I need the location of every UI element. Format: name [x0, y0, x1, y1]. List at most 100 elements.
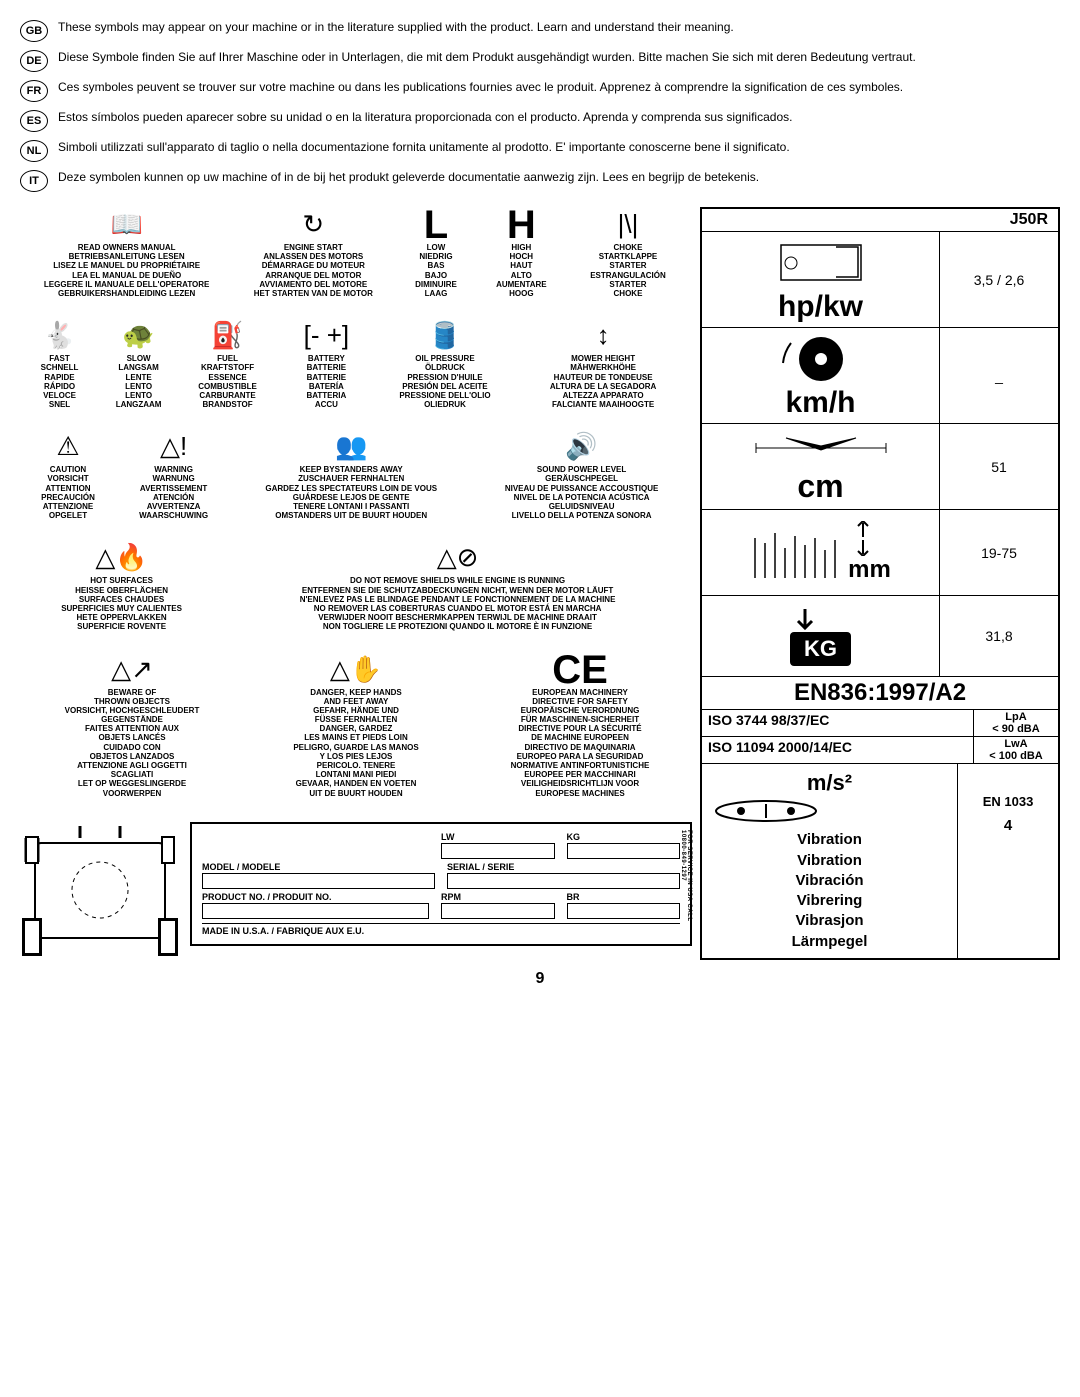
symbol-label: CAUTION — [20, 465, 116, 474]
symbol-icon: △✋ — [244, 652, 468, 688]
symbol-cell: 🛢️OIL PRESSUREÖLDRUCKPRESSION D'HUILEPRE… — [376, 318, 514, 409]
symbol-label: OLIEDRUK — [376, 400, 514, 409]
symbol-label: AVVIAMENTO DEL MOTORE — [233, 280, 393, 289]
symbol-label: LONTANI MANI PIEDI — [244, 770, 468, 779]
symbol-label: EUROPEE PER MACCHINARI — [468, 770, 692, 779]
symbol-label: FÜSSE FERNHALTEN — [244, 715, 468, 724]
lang-row: ITDeze symbolen kunnen op uw machine of … — [20, 170, 1060, 192]
symbol-cell: △!WARNINGWARNUNGAVERTISSEMENTATENCIÓNAVV… — [116, 429, 231, 520]
hp-value: 3,5 / 2,6 — [939, 232, 1058, 327]
symbol-label: COMBUSTIBLE — [178, 382, 277, 391]
symbol-label: BAS — [393, 261, 478, 270]
symbol-label: VERWIJDER NOOIT BESCHERMKAPPEN TERWIJL D… — [223, 613, 692, 622]
vibration-label: Lärmpegel — [706, 932, 953, 952]
vibration-row: m/s² VibrationVibrationVibraciónVibrerin… — [702, 764, 1058, 958]
symbol-label: AND FEET AWAY — [244, 697, 468, 706]
nameplate-wrap: LW KG MODEL / MODELE SERIAL / SERIE PROD… — [190, 818, 692, 946]
symbol-label: PELIGRO, GUARDE LAS MANOS — [244, 743, 468, 752]
symbol-icon: 📖 — [20, 207, 233, 243]
lang-badge: NL — [20, 140, 48, 162]
lang-badge: DE — [20, 50, 48, 72]
symbol-label: LENTO — [99, 391, 178, 400]
symbol-label: VEILIGHEIDSRICHTLIJN VOOR — [468, 779, 692, 788]
symbol-cell: [- +]BATTERYBATTERIEBATTERIEBATERÍABATTE… — [277, 318, 376, 409]
kmh-label: km/h — [702, 328, 939, 423]
symbol-label: PRESSIONE DELL'OLIO — [376, 391, 514, 400]
hp-label: hp/kw — [702, 232, 939, 327]
symbol-label: BATTERIE — [277, 373, 376, 382]
symbol-label: UIT DE BUURT HOUDEN — [244, 789, 468, 798]
symbol-cell: 👥KEEP BYSTANDERS AWAYZUSCHAUER FERNHALTE… — [231, 429, 471, 520]
symbols-column: 📖READ OWNERS MANUALBETRIEBSANLEITUNG LES… — [20, 207, 692, 968]
lang-text: These symbols may appear on your machine… — [58, 20, 734, 36]
symbol-label: DIRECTIVE FOR SAFETY — [468, 697, 692, 706]
symbol-label: DÉMARRAGE DU MOTEUR — [233, 261, 393, 270]
symbol-label: BRANDSTOF — [178, 400, 277, 409]
symbol-label: HOT SURFACES — [20, 576, 223, 585]
symbol-label: LEA EL MANUAL DE DUEÑO — [20, 271, 233, 280]
symbol-icon: ⚠ — [20, 429, 116, 465]
symbol-label: AUMENTARE — [479, 280, 564, 289]
symbol-icon: 🐢 — [99, 318, 178, 354]
symbol-label: PRESIÓN DEL ACEITE — [376, 382, 514, 391]
symbol-label: DIRECTIVO DE MAQUINARIA — [468, 743, 692, 752]
symbol-label: GEFAHR, HÄNDE UND — [244, 706, 468, 715]
lang-text: Deze symbolen kunnen op uw machine of in… — [58, 170, 759, 186]
symbol-cell: HHIGHHOCHHAUTALTOAUMENTAREHOOG — [479, 207, 564, 298]
symbol-label: ESTRANGULACIÓN — [564, 271, 692, 280]
symbol-label: STARTKLAPPE — [564, 252, 692, 261]
symbol-label: CARBURANTE — [178, 391, 277, 400]
symbol-label: CHOKE — [564, 243, 692, 252]
symbol-label: VORSICHT, HOCHGESCHLEUDERT — [20, 706, 244, 715]
symbol-label: BATTERY — [277, 354, 376, 363]
symbol-label: FUEL — [178, 354, 277, 363]
symbol-label: HOCH — [479, 252, 564, 261]
symbol-label: BATTERIE — [277, 363, 376, 372]
symbol-label: MÄHWERKHÖHE — [514, 363, 692, 372]
symbol-label: GEVAAR, HANDEN EN VOETEN — [244, 779, 468, 788]
symbol-label: HAUTEUR DE TONDEUSE — [514, 373, 692, 382]
symbol-label: FALCIANTE MAAIHOOGTE — [514, 400, 692, 409]
symbol-label: ATTENZIONE AGLI OGGETTI — [20, 761, 244, 770]
vibration-label: Vibrering — [706, 891, 953, 911]
symbol-icon: [- +] — [277, 318, 376, 354]
symbol-cell: ↻ENGINE STARTANLASSEN DES MOTORSDÉMARRAG… — [233, 207, 393, 298]
symbol-label: BATTERIA — [277, 391, 376, 400]
lang-badge: FR — [20, 80, 48, 102]
symbol-cell: 🐇FASTSCHNELLRAPIDERÁPIDOVELOCESNEL — [20, 318, 99, 409]
symbol-label: AVERTISSEMENT — [116, 484, 231, 493]
symbol-label: RAPIDE — [20, 373, 99, 382]
page-number: 9 — [20, 970, 1060, 988]
symbol-label: READ OWNERS MANUAL — [20, 243, 233, 252]
symbol-label: CUIDADO CON — [20, 743, 244, 752]
symbol-label: ALTURA DE LA SEGADORA — [514, 382, 692, 391]
lang-row: ESEstos símbolos pueden aparecer sobre s… — [20, 110, 1060, 132]
symbol-label: ZUSCHAUER FERNHALTEN — [231, 474, 471, 483]
lang-text: Diese Symbole finden Sie auf Ihrer Masch… — [58, 50, 916, 66]
en-standard: EN836:1997/A2 — [702, 677, 1058, 710]
main-content: 📖READ OWNERS MANUALBETRIEBSANLEITUNG LES… — [20, 207, 1060, 968]
symbol-icon: △⊘ — [223, 540, 692, 576]
symbol-label: WAARSCHUWING — [116, 511, 231, 520]
symbol-label: BATERÍA — [277, 382, 376, 391]
symbol-cell: △↗BEWARE OFTHROWN OBJECTSVORSICHT, HOCHG… — [20, 652, 244, 798]
symbol-label: GEBRUIKERSHANDLEIDING LEZEN — [20, 289, 233, 298]
symbol-label: OBJETOS LANZADOS — [20, 752, 244, 761]
symbol-label: ARRANQUE DEL MOTOR — [233, 271, 393, 280]
symbol-cell: ⛽FUELKRAFTSTOFFESSENCECOMBUSTIBLECARBURA… — [178, 318, 277, 409]
cm-label: cm — [702, 424, 939, 509]
symbol-label: KEEP BYSTANDERS AWAY — [231, 465, 471, 474]
symbol-label: SCAGLIATI — [20, 770, 244, 779]
kg-value: 31,8 — [939, 596, 1058, 676]
symbol-label: THROWN OBJECTS — [20, 697, 244, 706]
vibration-label: Vibration — [706, 851, 953, 871]
symbol-label: VELOCE — [20, 391, 99, 400]
symbol-label: CHOKE — [564, 289, 692, 298]
symbol-icon: L — [393, 207, 478, 243]
lang-badge: ES — [20, 110, 48, 132]
symbol-label: DIMINUIRE — [393, 280, 478, 289]
symbol-label: LES MAINS ET PIEDS LOIN — [244, 733, 468, 742]
symbol-label: SUPERFICIES MUY CALIENTES — [20, 604, 223, 613]
spec-table: J50R hp/kw 3,5 / 2,6 km/h _ — [700, 207, 1060, 960]
symbol-label: VOORWERPEN — [20, 789, 244, 798]
